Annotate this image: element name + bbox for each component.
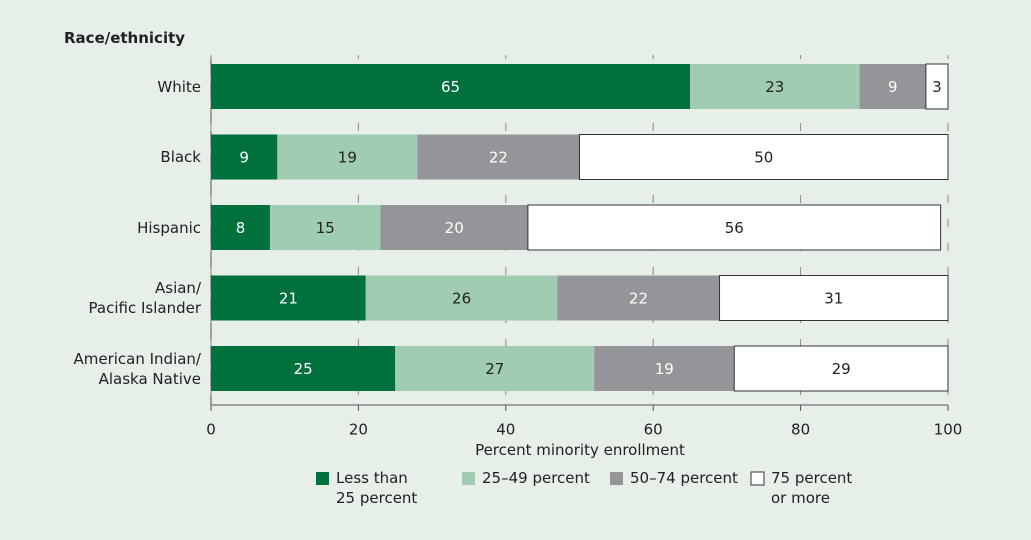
legend-swatch xyxy=(316,472,329,485)
value-label: 25 xyxy=(294,360,313,378)
legend-label: 25–49 percent xyxy=(482,469,590,487)
bar-segment xyxy=(211,275,366,321)
bar-segment xyxy=(211,64,691,109)
value-label: 26 xyxy=(452,290,471,308)
value-label: 15 xyxy=(316,219,335,237)
bar-segment xyxy=(719,275,949,321)
value-label: 19 xyxy=(338,149,357,167)
value-label: 3 xyxy=(932,78,942,96)
bar-segment xyxy=(690,64,860,109)
bar-segment xyxy=(211,346,396,391)
value-label: 27 xyxy=(485,360,504,378)
value-label: 20 xyxy=(445,219,464,237)
x-tick-label: 20 xyxy=(349,421,368,439)
value-label: 23 xyxy=(765,78,784,96)
value-label: 8 xyxy=(236,219,246,237)
y-tick-label: Black xyxy=(160,148,201,166)
x-tick-label: 80 xyxy=(791,421,810,439)
bar-segment xyxy=(211,205,270,250)
bar-segment xyxy=(365,275,558,321)
bar-segment xyxy=(527,204,942,251)
x-tick-label: 60 xyxy=(644,421,663,439)
value-label: 50 xyxy=(754,149,773,167)
bar-segment xyxy=(859,64,926,109)
x-tick-label: 100 xyxy=(934,421,963,439)
value-label: 22 xyxy=(629,290,648,308)
legend-label: Less than 25 percent xyxy=(336,469,418,507)
y-tick-label: Asian/ Pacific Islander xyxy=(88,279,201,317)
bar-segment xyxy=(211,134,278,180)
bar-segment xyxy=(925,63,949,110)
value-label: 65 xyxy=(441,78,460,96)
value-label: 29 xyxy=(832,360,851,378)
y-tick-label: American Indian/ Alaska Native xyxy=(73,349,201,388)
legend-swatch xyxy=(610,472,623,485)
value-label: 21 xyxy=(279,290,298,308)
bar-segment xyxy=(380,205,528,250)
value-label: 9 xyxy=(888,78,898,96)
value-label: 22 xyxy=(489,149,508,167)
legend-label: 75 percent or more xyxy=(771,469,853,507)
bar-segment xyxy=(594,346,735,391)
legend-swatch xyxy=(462,472,475,485)
y-tick-label: White xyxy=(157,77,201,96)
value-label: 9 xyxy=(239,149,249,167)
x-tick-label: 0 xyxy=(206,421,216,439)
legend-swatch xyxy=(750,471,765,486)
bar-segment xyxy=(269,205,381,250)
bar-segment xyxy=(417,134,580,180)
bar-segment xyxy=(733,345,949,392)
bar-segment xyxy=(277,134,418,180)
x-tick-label: 40 xyxy=(496,421,515,439)
y-tick-label: Hispanic xyxy=(137,218,201,237)
bar-segment xyxy=(579,134,949,180)
bar-segment xyxy=(395,346,595,391)
y-axis-title: Race/ethnicity xyxy=(64,29,186,47)
legend-label: 50–74 percent xyxy=(630,469,738,487)
value-label: 31 xyxy=(824,290,843,308)
x-axis-title: Percent minority enrollment xyxy=(475,441,685,459)
value-label: 56 xyxy=(725,219,744,237)
value-label: 19 xyxy=(655,360,674,378)
bar-segment xyxy=(557,275,720,321)
